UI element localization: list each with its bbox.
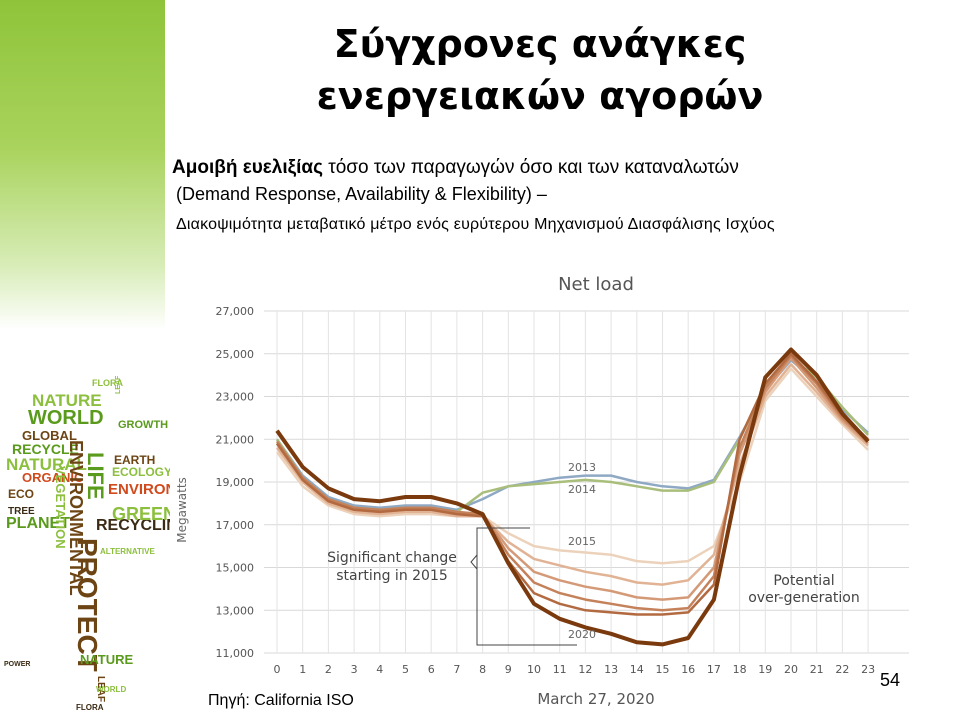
word-cloud-word: VEGETATION bbox=[53, 466, 68, 549]
x-tick-label: 17 bbox=[707, 663, 721, 676]
x-tick-label: 13 bbox=[604, 663, 618, 676]
x-tick-label: 11 bbox=[553, 663, 567, 676]
word-cloud-word: NATURAL bbox=[6, 455, 87, 474]
x-tick-label: 1 bbox=[299, 663, 306, 676]
x-tick-label: 9 bbox=[505, 663, 512, 676]
word-cloud-word: TREE bbox=[8, 506, 35, 517]
x-tick-label: 20 bbox=[784, 663, 798, 676]
word-cloud-word: POWER bbox=[4, 661, 30, 668]
subtitle-line-1: Αμοιβή ευελιξίας τόσο των παραγωγών όσο … bbox=[172, 157, 739, 179]
word-cloud-word: LEAF bbox=[115, 375, 122, 394]
x-tick-label: 0 bbox=[274, 663, 281, 676]
word-cloud-word: LEAF bbox=[95, 676, 106, 702]
word-cloud-word: GLOBAL bbox=[22, 428, 77, 443]
chart-title: Net load bbox=[558, 274, 634, 295]
series-label: 2013 bbox=[568, 461, 596, 474]
y-tick-label: 19,000 bbox=[216, 476, 255, 489]
series-line bbox=[276, 367, 869, 565]
bracket-line bbox=[476, 527, 577, 646]
x-tick-label: 5 bbox=[402, 663, 409, 676]
word-cloud-word: ORGANIC bbox=[22, 470, 84, 485]
series-label: 2014 bbox=[568, 483, 596, 496]
word-cloud-word: FLORA bbox=[76, 703, 104, 712]
series-line bbox=[275, 354, 869, 612]
word-cloud-word: NATURE bbox=[32, 391, 102, 410]
x-tick-label: 23 bbox=[861, 663, 875, 676]
word-cloud-word: ECO bbox=[8, 487, 34, 501]
x-tick-label: 6 bbox=[428, 663, 435, 676]
y-tick-label: 15,000 bbox=[216, 562, 255, 575]
y-tick-label: 27,000 bbox=[216, 305, 255, 318]
word-cloud-word: PROTECT bbox=[72, 538, 103, 672]
x-tick-label: 12 bbox=[578, 663, 592, 676]
source-note: Πηγή: California ISO bbox=[208, 692, 354, 709]
word-cloud-word: WORLD bbox=[28, 407, 104, 429]
x-tick-label: 8 bbox=[479, 663, 486, 676]
series-line bbox=[275, 347, 870, 647]
word-cloud-word: NATURE bbox=[80, 652, 134, 667]
page-number: 54 bbox=[880, 670, 901, 690]
word-cloud-tree: NATUREWORLDFLORALEAFGLOBALRECYCLENATURAL… bbox=[4, 375, 170, 712]
title-line-1: Σύγχρονες ανάγκες bbox=[333, 22, 747, 66]
slide-title: Σύγχρονες ανάγκες ενεργειακών αγορών bbox=[240, 18, 840, 122]
series-line bbox=[276, 363, 869, 586]
word-cloud-word: EARTH bbox=[114, 453, 155, 467]
word-cloud-word: ENVIRONMENT bbox=[108, 481, 170, 498]
word-cloud-word: PLANET bbox=[6, 515, 70, 532]
x-axis-label: March 27, 2020 bbox=[537, 690, 654, 708]
y-axis-label: Megawatts bbox=[175, 477, 189, 543]
word-cloud-word: ALTERNATIVE bbox=[100, 547, 155, 556]
annotation-significant-change: Significant change bbox=[327, 550, 457, 566]
x-tick-label: 4 bbox=[376, 663, 383, 676]
word-cloud-word: WORLD bbox=[96, 685, 126, 694]
annotation-over-generation: Potential bbox=[773, 573, 834, 589]
word-cloud-word: FLORA bbox=[92, 378, 123, 388]
y-tick-label: 17,000 bbox=[216, 519, 255, 532]
annotation-significant-change: starting in 2015 bbox=[336, 568, 448, 584]
word-cloud-word: ENVIRONMENTAL bbox=[66, 440, 86, 596]
series-line bbox=[275, 352, 869, 616]
y-tick-label: 13,000 bbox=[216, 604, 255, 617]
x-tick-label: 3 bbox=[351, 663, 358, 676]
net-load-chart: Net load 11,000 13,000 15,000 17,000 19,000 2… bbox=[175, 274, 909, 708]
x-tick-label: 7 bbox=[453, 663, 460, 676]
y-tick-label: 11,000 bbox=[216, 647, 255, 660]
annotation-over-generation: over-generation bbox=[748, 590, 860, 606]
green-accent-bar bbox=[0, 0, 165, 330]
series-label: 2020 bbox=[568, 628, 596, 641]
y-tick-label: 23,000 bbox=[216, 391, 255, 404]
subtitle-line-3: Διακοψιμότητα μεταβατικό μέτρο ενός ευρύ… bbox=[176, 216, 775, 233]
series-label: 2015 bbox=[568, 535, 596, 548]
x-tick-label: 22 bbox=[835, 663, 849, 676]
word-cloud-word: GREEN bbox=[112, 504, 170, 524]
x-tick-label: 16 bbox=[681, 663, 695, 676]
word-cloud-word: RECYCLE bbox=[12, 441, 79, 457]
word-cloud-word: LIFE bbox=[83, 452, 108, 500]
bracket-arrow bbox=[470, 554, 478, 570]
subtitle-bold: Αμοιβή ευελιξίας bbox=[172, 157, 323, 178]
x-tick-label: 14 bbox=[630, 663, 644, 676]
word-cloud-word: RECYCLING bbox=[96, 517, 170, 534]
subtitle-rest: τόσο των παραγωγών όσο και των καταναλωτ… bbox=[322, 157, 739, 178]
word-cloud-word: ECOLOGY bbox=[112, 465, 170, 479]
word-cloud-word: GROWTH bbox=[118, 419, 168, 431]
title-line-2: ενεργειακών αγορών bbox=[316, 74, 764, 118]
x-tick-label: 21 bbox=[810, 663, 824, 676]
x-tick-label: 18 bbox=[733, 663, 747, 676]
y-tick-label: 25,000 bbox=[216, 348, 255, 361]
y-tick-label: 21,000 bbox=[216, 433, 255, 446]
x-tick-label: 10 bbox=[527, 663, 541, 676]
x-tick-label: 15 bbox=[656, 663, 670, 676]
x-tick-label: 19 bbox=[758, 663, 772, 676]
subtitle-line-2: (Demand Response, Availability & Flexibi… bbox=[176, 184, 547, 204]
x-tick-label: 2 bbox=[325, 663, 332, 676]
